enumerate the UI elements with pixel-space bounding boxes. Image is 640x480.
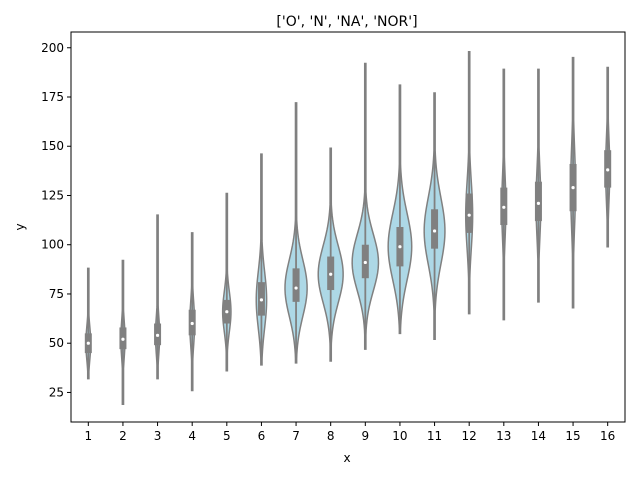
- violin-4: [188, 232, 196, 392]
- x-tick-label: 12: [462, 429, 477, 443]
- violin-median: [329, 272, 333, 276]
- x-axis-label: x: [343, 451, 350, 465]
- plot-frame: [70, 31, 626, 423]
- y-tick-label: 125: [41, 188, 64, 202]
- x-tick-label: 4: [188, 429, 196, 443]
- x-tick-label: 13: [496, 429, 511, 443]
- violin-box: [465, 193, 473, 233]
- violin-16: [604, 66, 612, 248]
- x-tick-label: 5: [223, 429, 231, 443]
- x-tick-label: 10: [392, 429, 407, 443]
- violin-13: [500, 68, 508, 321]
- violin-15: [569, 56, 577, 309]
- violin-6: [255, 153, 268, 366]
- y-tick-label: 200: [41, 41, 64, 55]
- x-tick-label: 16: [600, 429, 615, 443]
- y-axis: 25 50 75 100 125 150 175 200: [41, 41, 71, 399]
- violin-1: [84, 267, 92, 380]
- violin-median: [155, 333, 160, 337]
- violin-median: [502, 205, 506, 209]
- violin-median: [467, 213, 471, 217]
- x-tick-label: 9: [361, 429, 369, 443]
- violin-median: [536, 201, 541, 205]
- y-tick-label: 100: [41, 238, 64, 252]
- violin-11: [423, 92, 446, 341]
- violin-5: [221, 192, 232, 372]
- y-tick-label: 75: [49, 287, 64, 301]
- x-tick-label: 1: [84, 429, 92, 443]
- x-tick-label: 2: [119, 429, 127, 443]
- violin-median: [294, 286, 298, 290]
- violin-7: [284, 102, 308, 364]
- x-tick-label: 11: [427, 429, 442, 443]
- y-tick-label: 150: [41, 139, 64, 153]
- violin-median: [190, 321, 194, 326]
- violin-median: [121, 337, 125, 341]
- y-tick-label: 25: [49, 385, 64, 399]
- violin-2: [119, 259, 127, 406]
- violin-box: [534, 181, 542, 222]
- violin-3: [154, 214, 162, 380]
- x-axis: 1 2 3 4 5 6 7 8 9 10 11 12 13 14 15 16: [84, 422, 615, 443]
- violin-median: [259, 298, 264, 302]
- violin-median: [571, 186, 575, 190]
- violin-12: [464, 50, 474, 315]
- plot-area: [84, 50, 612, 406]
- x-tick-label: 8: [327, 429, 335, 443]
- violin-box: [431, 209, 439, 249]
- violin-box: [292, 268, 300, 302]
- violin-median: [398, 245, 402, 249]
- violin-14: [534, 68, 542, 303]
- chart-title: ['O', 'N', 'NA', 'NOR']: [276, 14, 417, 30]
- violin-9: [351, 62, 380, 350]
- x-tick-label: 14: [531, 429, 546, 443]
- violin-median: [363, 260, 367, 265]
- x-tick-label: 15: [565, 429, 580, 443]
- y-axis-label: y: [13, 223, 27, 230]
- violin-median: [432, 229, 437, 233]
- violin-median: [606, 168, 610, 172]
- violin-8: [317, 147, 344, 362]
- x-tick-label: 3: [154, 429, 162, 443]
- violin-10: [387, 84, 413, 335]
- x-tick-label: 7: [292, 429, 300, 443]
- violin-median: [225, 310, 229, 314]
- violin-median: [86, 341, 90, 345]
- x-tick-label: 6: [258, 429, 266, 443]
- y-tick-label: 50: [49, 336, 64, 350]
- y-tick-label: 175: [41, 90, 64, 104]
